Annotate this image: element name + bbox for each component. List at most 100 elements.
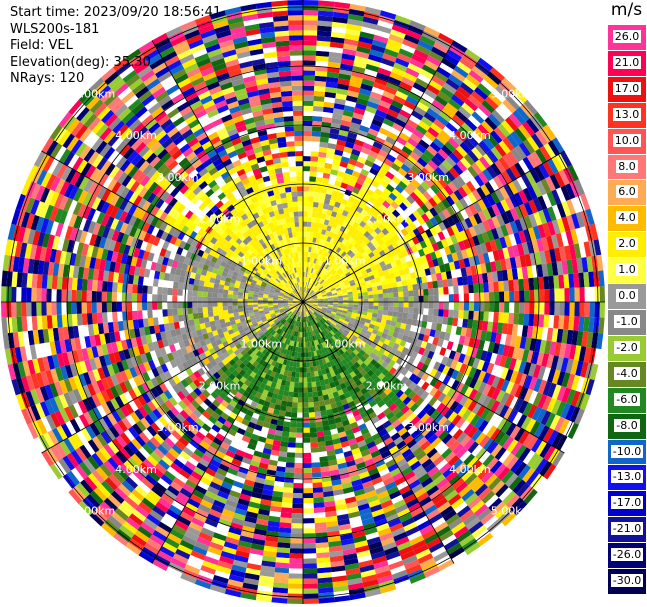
velocity-gate bbox=[456, 343, 464, 354]
velocity-gate bbox=[363, 298, 369, 302]
velocity-gate bbox=[211, 411, 221, 421]
velocity-gate bbox=[535, 458, 548, 474]
velocity-gate bbox=[311, 313, 316, 319]
velocity-gate bbox=[310, 346, 314, 352]
velocity-gate bbox=[318, 286, 324, 291]
velocity-gate bbox=[334, 180, 342, 188]
velocity-gate bbox=[376, 24, 392, 34]
velocity-gate bbox=[485, 262, 492, 273]
velocity-gate bbox=[411, 319, 418, 327]
velocity-gate bbox=[257, 467, 268, 475]
velocity-gate bbox=[429, 329, 436, 338]
velocity-gate bbox=[312, 305, 318, 308]
velocity-gate bbox=[391, 24, 408, 35]
velocity-gate bbox=[157, 478, 170, 490]
velocity-gate bbox=[286, 339, 291, 346]
velocity-gate bbox=[303, 337, 306, 343]
velocity-gate bbox=[399, 109, 412, 119]
velocity-gate bbox=[306, 262, 310, 268]
velocity-gate bbox=[312, 304, 318, 306]
velocity-gate bbox=[455, 211, 465, 222]
velocity-gate bbox=[321, 177, 330, 184]
velocity-gate bbox=[388, 213, 397, 222]
velocity-gate bbox=[259, 365, 266, 372]
velocity-gate bbox=[152, 408, 163, 420]
velocity-gate bbox=[523, 375, 533, 389]
velocity-gate bbox=[307, 299, 313, 301]
velocity-gate bbox=[306, 277, 309, 283]
velocity-gate bbox=[86, 396, 97, 410]
velocity-gate bbox=[328, 56, 342, 64]
velocity-gate bbox=[463, 397, 473, 409]
velocity-gate bbox=[122, 521, 138, 535]
velocity-gate bbox=[364, 436, 374, 445]
velocity-gate bbox=[328, 51, 343, 59]
velocity-gate bbox=[506, 455, 519, 470]
velocity-gate bbox=[179, 539, 195, 551]
velocity-gate bbox=[303, 221, 308, 227]
velocity-gate bbox=[330, 169, 339, 176]
velocity-gate bbox=[279, 369, 285, 375]
velocity-gate bbox=[370, 238, 378, 245]
velocity-gate bbox=[329, 315, 335, 320]
velocity-gate bbox=[429, 207, 439, 217]
velocity-gate bbox=[109, 385, 120, 398]
velocity-gate bbox=[327, 325, 333, 331]
velocity-gate bbox=[495, 85, 510, 100]
velocity-gate bbox=[415, 515, 429, 527]
velocity-gate bbox=[363, 403, 372, 411]
velocity-gate bbox=[309, 325, 313, 332]
velocity-gate bbox=[269, 510, 281, 518]
velocity-gate bbox=[421, 372, 430, 382]
velocity-gate bbox=[445, 236, 454, 247]
velocity-gate bbox=[281, 436, 289, 443]
velocity-gate bbox=[294, 305, 300, 309]
velocity-gate bbox=[144, 474, 158, 486]
velocity-gate bbox=[457, 126, 471, 139]
velocity-gate bbox=[376, 441, 387, 450]
velocity-gate bbox=[516, 267, 524, 280]
velocity-gate bbox=[303, 382, 308, 388]
velocity-gate bbox=[415, 242, 423, 251]
velocity-gate bbox=[263, 484, 274, 491]
velocity-gate bbox=[348, 296, 354, 300]
velocity-gate bbox=[544, 340, 552, 355]
velocity-gate bbox=[258, 462, 269, 470]
velocity-gate bbox=[352, 452, 363, 460]
velocity-gate bbox=[564, 302, 570, 316]
velocity-gate bbox=[292, 330, 296, 336]
velocity-gate bbox=[447, 455, 460, 467]
velocity-gate bbox=[288, 391, 294, 398]
velocity-gate bbox=[332, 271, 339, 277]
velocity-gate bbox=[473, 463, 487, 477]
velocity-gate bbox=[382, 175, 392, 184]
velocity-gate bbox=[516, 106, 530, 122]
velocity-gate bbox=[360, 362, 368, 370]
velocity-gate bbox=[253, 481, 265, 490]
velocity-gate bbox=[465, 266, 472, 276]
velocity-gate bbox=[331, 407, 339, 414]
velocity-gate bbox=[289, 563, 303, 569]
velocity-gate bbox=[309, 341, 313, 347]
velocity-gate bbox=[337, 462, 348, 470]
velocity-gate bbox=[128, 400, 139, 412]
velocity-gate bbox=[317, 277, 322, 283]
velocity-gate bbox=[369, 91, 383, 100]
velocity-gate bbox=[129, 366, 138, 378]
velocity-gate bbox=[463, 365, 473, 376]
velocity-gate bbox=[261, 378, 269, 385]
velocity-gate bbox=[490, 444, 503, 458]
velocity-gate bbox=[349, 153, 359, 161]
velocity-gate bbox=[130, 453, 143, 466]
velocity-gate bbox=[453, 189, 464, 201]
velocity-gate bbox=[403, 159, 414, 169]
velocity-gate bbox=[231, 323, 238, 330]
velocity-gate bbox=[270, 397, 277, 405]
velocity-gate bbox=[373, 175, 383, 184]
velocity-gate bbox=[317, 161, 325, 168]
velocity-gate bbox=[363, 237, 371, 245]
velocity-gate bbox=[312, 325, 316, 331]
velocity-gate bbox=[206, 342, 214, 350]
velocity-gate bbox=[429, 387, 439, 397]
velocity-gate bbox=[338, 262, 345, 269]
